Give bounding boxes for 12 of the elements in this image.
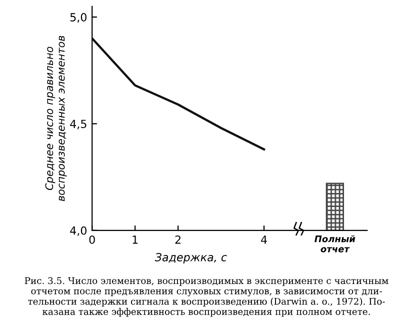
x-tick-label: 1 xyxy=(132,236,138,244)
x-tick-label: 2 xyxy=(175,235,180,244)
y-tick-label: 4,0 xyxy=(70,226,86,236)
x-axis-title: Задержка, с xyxy=(154,252,227,264)
x-tick-label: 0 xyxy=(89,235,95,244)
x-tick-label: 4 xyxy=(261,236,267,244)
y-tick-label: 5,0 xyxy=(70,13,86,23)
y-tick-label: 4,5 xyxy=(70,120,86,130)
x-tick-label: Полный отчет xyxy=(314,235,356,252)
y-axis-title: Среднее число правильно воспроизведенных элементов xyxy=(45,36,67,202)
line-series xyxy=(92,37,266,150)
text: Рис. 3.5. Число элементов, воспроизводимых в эксперименте с частичным отчетом после предъявления слуховых стимулов, в зависимости от дли- тельности задержки сигнала к воспроизведению (Darwin a. o., 1972). По- казана также эффективность воспроизведения при полном отчете. xyxy=(24,277,388,317)
